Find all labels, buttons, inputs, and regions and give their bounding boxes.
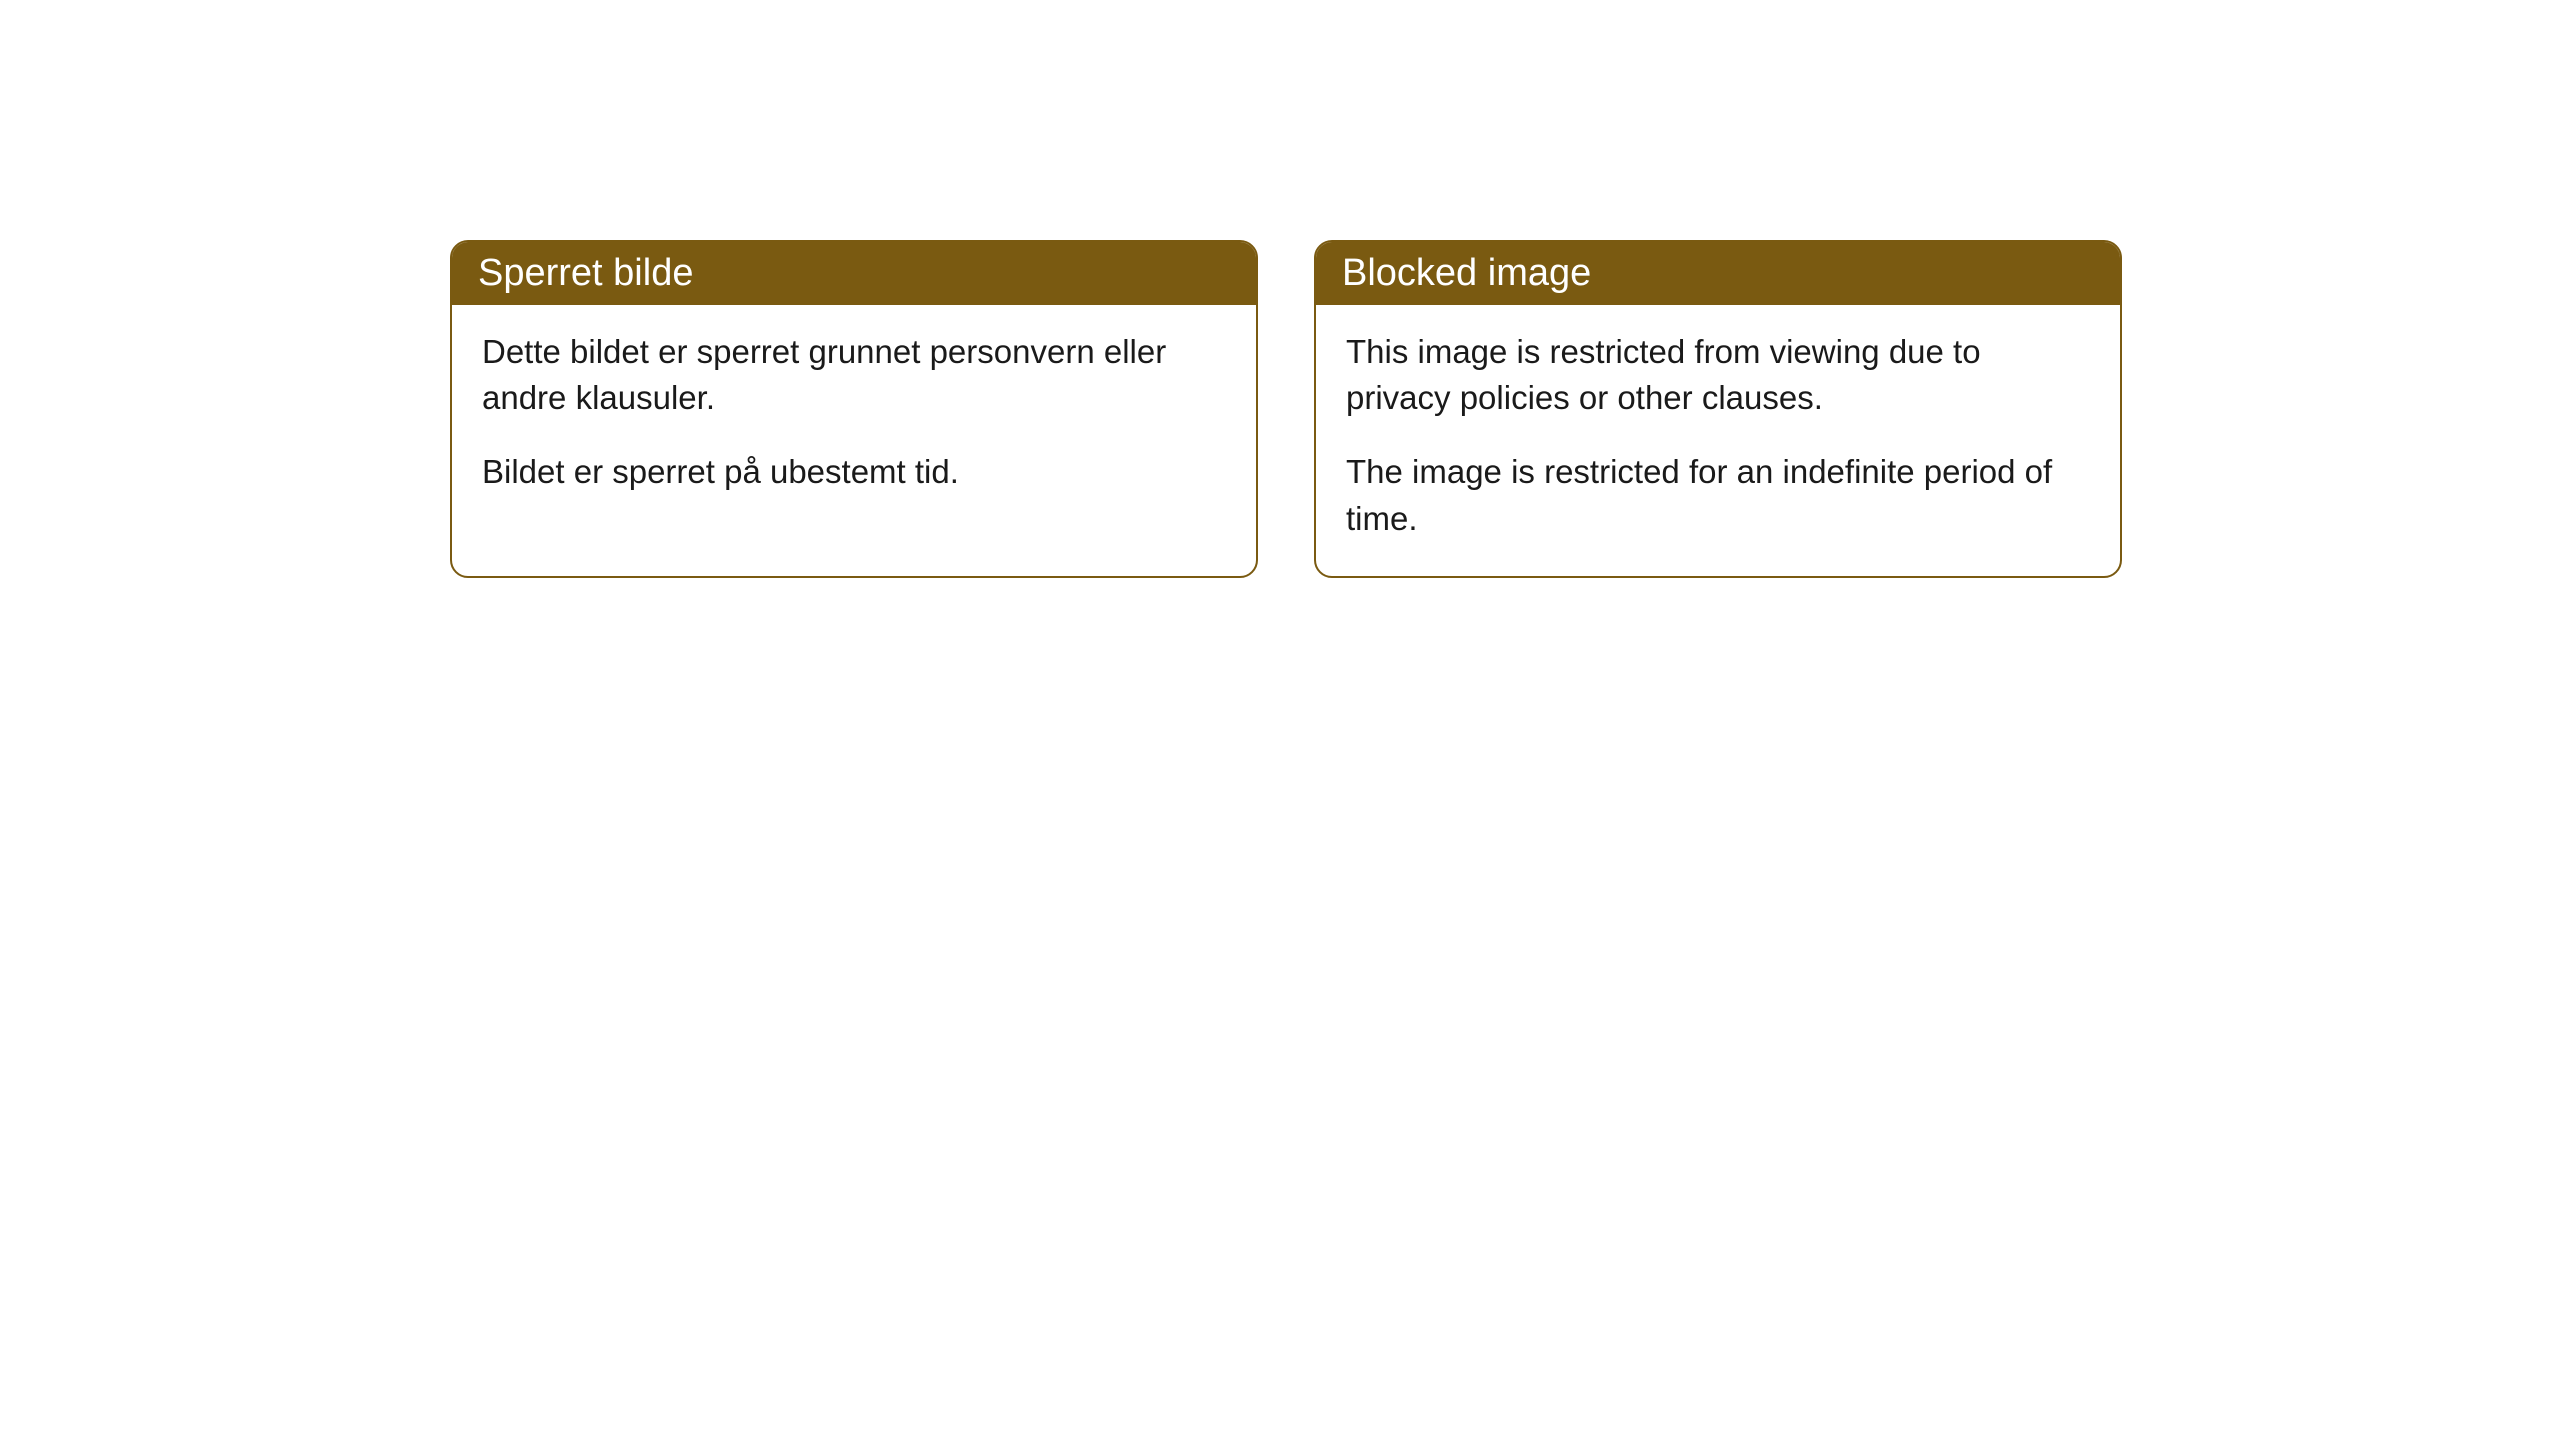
blocked-image-card-en: Blocked image This image is restricted f… [1314, 240, 2122, 578]
card-header-no: Sperret bilde [452, 242, 1256, 305]
card-body-en: This image is restricted from viewing du… [1316, 305, 2120, 576]
card-paragraph-no-2: Bildet er sperret på ubestemt tid. [482, 449, 1226, 495]
card-paragraph-en-1: This image is restricted from viewing du… [1346, 329, 2090, 421]
card-paragraph-no-1: Dette bildet er sperret grunnet personve… [482, 329, 1226, 421]
cards-container: Sperret bilde Dette bildet er sperret gr… [450, 240, 2122, 578]
card-header-en: Blocked image [1316, 242, 2120, 305]
blocked-image-card-no: Sperret bilde Dette bildet er sperret gr… [450, 240, 1258, 578]
card-body-no: Dette bildet er sperret grunnet personve… [452, 305, 1256, 530]
card-paragraph-en-2: The image is restricted for an indefinit… [1346, 449, 2090, 541]
